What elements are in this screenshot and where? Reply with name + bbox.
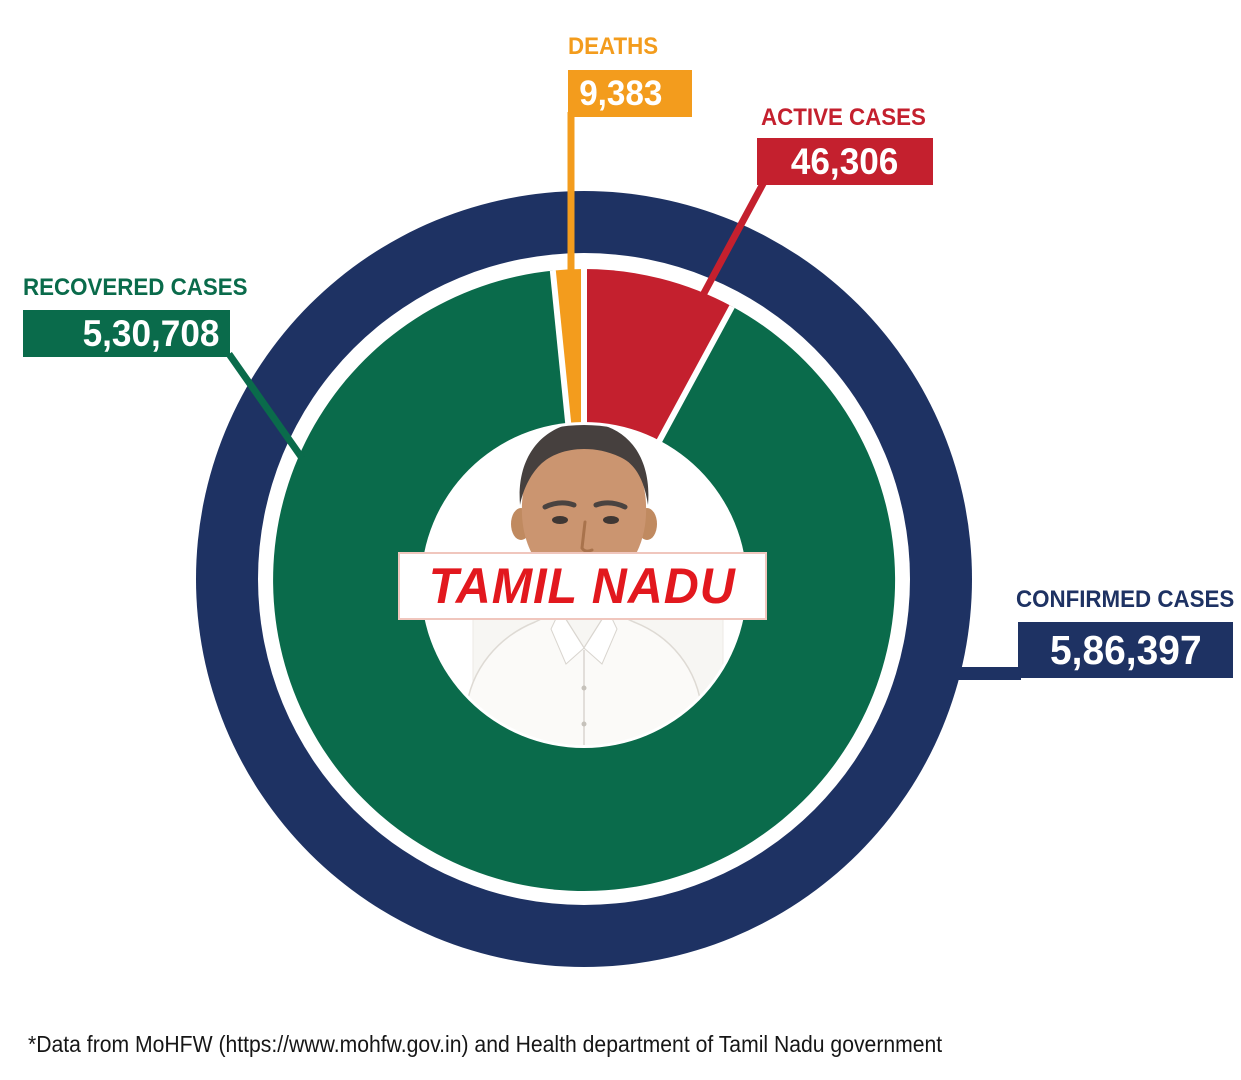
eyebrow-left (542, 500, 577, 510)
shirt-collar-right (583, 608, 618, 665)
eye-right (603, 516, 619, 524)
nose (580, 520, 594, 553)
confirmed-cases-value-box: 5,86,397 (1018, 622, 1233, 678)
source-note: *Data from MoHFW (https://www.mohfw.gov.… (28, 1031, 943, 1057)
face (521, 436, 647, 590)
tamil-nadu-banner: TAMIL NADU (398, 552, 767, 620)
recovered-cases-callout-title: RECOVERED CASES (23, 274, 248, 301)
deaths-value: 9,383 (579, 74, 663, 113)
active-leader-line (699, 178, 769, 297)
recovered-cases-value-box: 5,30,708 (23, 310, 230, 357)
shirt-button (581, 685, 587, 691)
shirt-button (581, 721, 587, 727)
shirt-collar-left (550, 608, 585, 665)
active-cases-value: 46,306 (791, 141, 899, 182)
deaths-callout-title: DEATHS (568, 33, 659, 60)
confirmed-cases-value: 5,86,397 (1049, 626, 1202, 673)
active-cases-value-box: 46,306 (757, 138, 933, 185)
tamil-nadu-banner-text: TAMIL NADU (429, 558, 736, 614)
recovered-cases-value: 5,30,708 (82, 313, 220, 354)
hair (519, 425, 649, 505)
active-cases-callout-title: ACTIVE CASES (761, 104, 926, 131)
confirmed-cases-callout-title: CONFIRMED CASES (1016, 586, 1235, 613)
eyebrow-right (593, 500, 628, 510)
recovered-leader-line (226, 351, 305, 461)
eye-left (552, 516, 568, 524)
confirmed-connector-line (955, 667, 1021, 680)
deaths-value-box: 9,383 (568, 70, 692, 117)
